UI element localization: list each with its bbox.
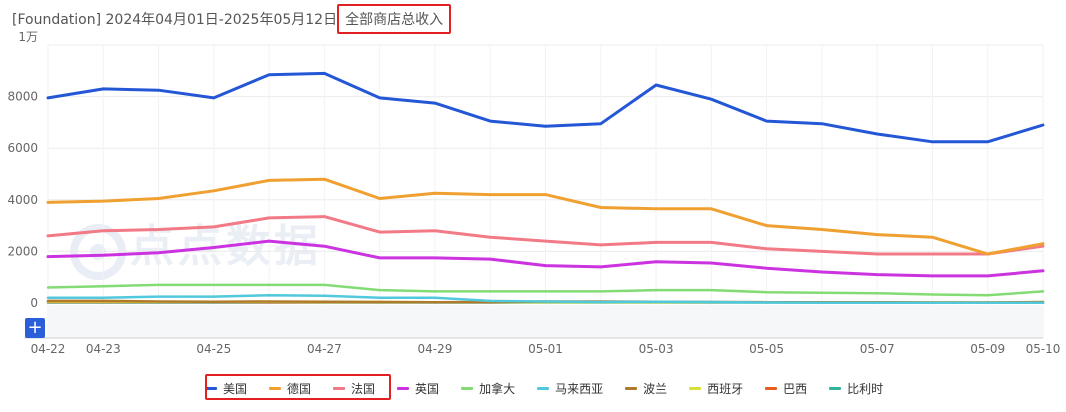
- legend-label: 加拿大: [479, 381, 516, 396]
- legend-item-9[interactable]: 巴西: [765, 380, 807, 397]
- y-tick-label: 2000: [7, 244, 38, 258]
- series-line-2: [46, 177, 1045, 256]
- legend-swatch: [625, 386, 638, 390]
- legend-item-10[interactable]: 比利时: [829, 380, 883, 397]
- legend-swatch: [397, 386, 410, 390]
- legend-item-2[interactable]: 德国: [269, 380, 311, 397]
- y-unit-label: 1万: [18, 30, 38, 44]
- legend-label: 法国: [351, 381, 376, 396]
- x-tick-label: 04-23: [86, 342, 121, 356]
- x-tick-label: 04-27: [307, 342, 342, 356]
- legend-swatch: [461, 386, 474, 390]
- x-tick-label: 05-10: [1026, 342, 1061, 356]
- legend-item-7[interactable]: 波兰: [625, 380, 667, 397]
- y-tick-label: 0: [30, 296, 38, 310]
- x-tick-label: 05-05: [749, 342, 784, 356]
- x-tick-label: 05-01: [528, 342, 563, 356]
- x-tick-label: 04-22: [31, 342, 66, 356]
- zoom-in-button[interactable]: +: [25, 318, 45, 338]
- legend-item-6[interactable]: 马来西亚: [537, 380, 603, 397]
- legend-swatch: [333, 386, 346, 390]
- legend-label: 巴西: [783, 381, 808, 396]
- y-tick-label: 6000: [7, 141, 38, 155]
- legend-label: 比利时: [847, 381, 884, 396]
- legend-label: 西班牙: [707, 381, 744, 396]
- legend-swatch: [269, 386, 282, 390]
- y-tick-label: 8000: [7, 90, 38, 104]
- x-tick-label: 05-09: [970, 342, 1005, 356]
- legend-item-8[interactable]: 西班牙: [689, 380, 743, 397]
- chart-title-prefix: [Foundation] 2024年04月01日-2025年05月12日: [12, 12, 338, 28]
- axis-layer: 0 2000 4000 6000 8000 1万 04-22 04-23 04-25 04-27 0…: [7, 30, 1060, 356]
- x-tick-label: 05-07: [860, 342, 895, 356]
- series-line-1: [46, 71, 1045, 144]
- x-tick-label: 04-25: [196, 342, 231, 356]
- legend-item-1[interactable]: 美国: [205, 380, 247, 397]
- legend-swatch: [205, 386, 217, 390]
- legend-label: 美国: [223, 381, 248, 396]
- legend-swatch: [689, 386, 702, 390]
- legend-label: 德国: [287, 381, 312, 396]
- series-line-6: [46, 294, 1045, 304]
- legend-swatch: [537, 386, 550, 390]
- series-line-4: [46, 239, 1045, 278]
- negative-band: [48, 305, 1043, 338]
- series-layer: [46, 71, 1045, 304]
- legend-label: 英国: [415, 381, 440, 396]
- legend: 美国 德国 法国 英国 加拿大 马来西亚 波兰 西班牙 巴西 比利时: [205, 374, 905, 402]
- x-tick-label: 05-03: [639, 342, 674, 356]
- series-line-5: [46, 283, 1045, 297]
- legend-swatch: [829, 386, 842, 390]
- legend-item-5[interactable]: 加拿大: [461, 380, 515, 397]
- series-line-3: [46, 215, 1045, 256]
- legend-swatch: [765, 386, 778, 390]
- x-tick-label: 04-29: [418, 342, 453, 356]
- chart-title: [Foundation] 2024年04月01日-2025年05月12日 全部商店…: [12, 4, 452, 34]
- legend-item-3[interactable]: 法国: [333, 380, 375, 397]
- y-tick-label: 4000: [7, 193, 38, 207]
- legend-label: 马来西亚: [555, 381, 604, 396]
- legend-label: 波兰: [643, 381, 668, 396]
- legend-item-4[interactable]: 英国: [397, 380, 439, 397]
- chart-title-highlight: 全部商店总收入: [337, 4, 452, 34]
